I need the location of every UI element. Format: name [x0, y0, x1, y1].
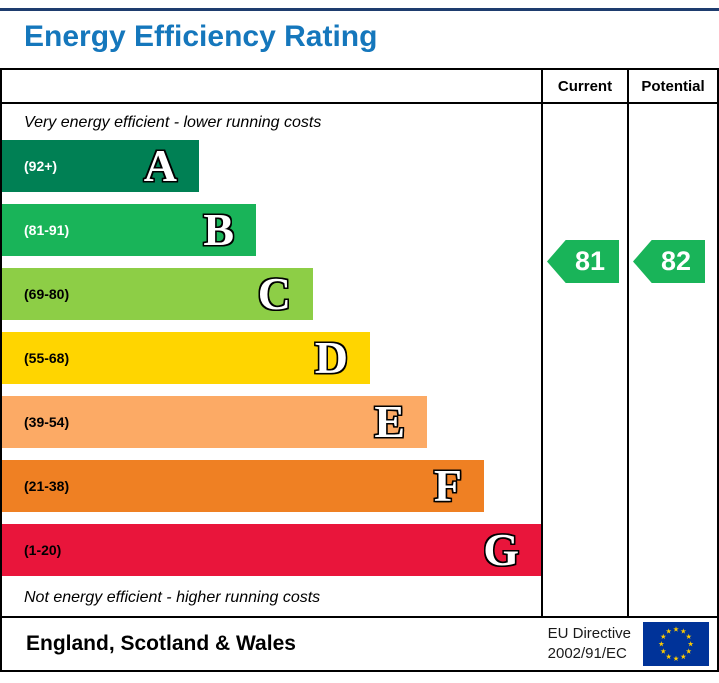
potential-rating-arrow: 82	[633, 240, 705, 283]
bands-list: (92+) A (81-91) B (69-80) C (55-68) D (39-54) E (2…	[2, 140, 541, 576]
current-rating-cell: 81	[541, 104, 627, 616]
eu-flag	[643, 622, 709, 666]
band-f: (21-38) F	[2, 460, 484, 512]
band-letter: B	[203, 204, 234, 255]
band-letter: G	[483, 524, 519, 575]
band-g: (1-20) G	[2, 524, 541, 576]
current-column-header: Current	[541, 70, 627, 102]
region-label: England, Scotland & Wales	[26, 632, 296, 655]
current-rating-value: 81	[574, 246, 606, 276]
band-range-label: (81-91)	[24, 222, 70, 238]
band-range-label: (1-20)	[24, 542, 62, 558]
chart-header-row: Current Potential	[2, 70, 717, 104]
band-letter: A	[143, 140, 177, 191]
eu-directive-label: EU Directive 2002/91/EC	[548, 624, 631, 664]
band-letter: E	[374, 396, 405, 447]
band-letter: F	[433, 460, 462, 511]
eu-directive-line1: EU Directive	[547, 625, 631, 642]
band-c: (69-80) C	[2, 268, 313, 320]
band-e: (39-54) E	[2, 396, 427, 448]
footer-bar: England, Scotland & Wales EU Directive 2…	[0, 618, 719, 672]
potential-rating-value: 82	[660, 246, 692, 276]
energy-efficiency-chart: Current Potential Very energy efficient …	[0, 68, 719, 618]
band-a: (92+) A	[2, 140, 199, 192]
band-range-label: (21-38)	[24, 478, 70, 494]
potential-rating-cell: 82	[627, 104, 717, 616]
band-letter: D	[314, 332, 348, 383]
chart-header-spacer	[2, 70, 541, 102]
bottom-note: Not energy efficient - higher running co…	[24, 589, 321, 606]
current-rating-arrow: 81	[547, 240, 619, 283]
band-letter: C	[257, 268, 291, 319]
epc-certificate-page: Energy Efficiency Rating Current Potenti…	[0, 8, 719, 683]
band-range-label: (69-80)	[24, 286, 70, 302]
band-range-label: (39-54)	[24, 414, 70, 430]
band-range-label: (92+)	[24, 158, 58, 174]
potential-column-header: Potential	[627, 70, 717, 102]
eu-directive-line2: 2002/91/EC	[547, 645, 627, 662]
chart-body: Very energy efficient - lower running co…	[2, 104, 717, 616]
band-d: (55-68) D	[2, 332, 370, 384]
band-range-label: (55-68)	[24, 350, 70, 366]
top-note: Very energy efficient - lower running co…	[24, 114, 322, 131]
bands-column: Very energy efficient - lower running co…	[2, 104, 541, 616]
band-b: (81-91) B	[2, 204, 256, 256]
page-title: Energy Efficiency Rating	[24, 20, 378, 53]
top-rule	[0, 8, 719, 11]
